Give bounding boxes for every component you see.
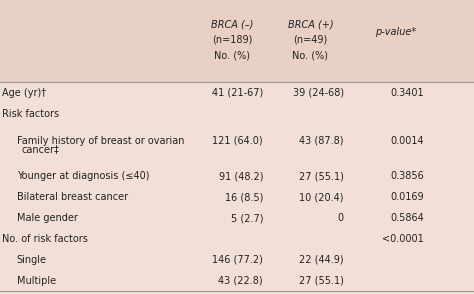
Text: Male gender: Male gender bbox=[17, 213, 77, 223]
Text: Younger at diagnosis (≤40): Younger at diagnosis (≤40) bbox=[17, 171, 149, 181]
Text: Age (yr)†: Age (yr)† bbox=[2, 88, 46, 98]
Text: Multiple: Multiple bbox=[17, 275, 56, 286]
Text: 121 (64.0): 121 (64.0) bbox=[212, 136, 263, 146]
Text: 0: 0 bbox=[337, 213, 344, 223]
Text: 43 (22.8): 43 (22.8) bbox=[219, 275, 263, 286]
Text: No. (%): No. (%) bbox=[214, 51, 250, 61]
Text: 27 (55.1): 27 (55.1) bbox=[299, 171, 344, 181]
Text: 16 (8.5): 16 (8.5) bbox=[225, 192, 263, 202]
Text: p-value*: p-value* bbox=[375, 27, 417, 37]
Text: <0.0001: <0.0001 bbox=[383, 234, 424, 244]
Text: 27 (55.1): 27 (55.1) bbox=[299, 275, 344, 286]
Text: Single: Single bbox=[17, 255, 46, 265]
Text: Risk factors: Risk factors bbox=[2, 108, 60, 119]
Text: 41 (21-67): 41 (21-67) bbox=[212, 88, 263, 98]
Text: 91 (48.2): 91 (48.2) bbox=[219, 171, 263, 181]
Text: Family history of breast or ovarian: Family history of breast or ovarian bbox=[17, 136, 184, 146]
Text: Bilateral breast cancer: Bilateral breast cancer bbox=[17, 192, 128, 202]
Text: BRCA (+): BRCA (+) bbox=[288, 20, 333, 30]
Text: No. of risk factors: No. of risk factors bbox=[2, 234, 88, 244]
Text: 0.0169: 0.0169 bbox=[391, 192, 424, 202]
Text: BRCA (–): BRCA (–) bbox=[211, 20, 254, 30]
Text: 10 (20.4): 10 (20.4) bbox=[299, 192, 344, 202]
Text: No. (%): No. (%) bbox=[292, 51, 328, 61]
Text: 0.3401: 0.3401 bbox=[391, 88, 424, 98]
Text: 146 (77.2): 146 (77.2) bbox=[212, 255, 263, 265]
Text: 0.5864: 0.5864 bbox=[391, 213, 424, 223]
Text: 0.0014: 0.0014 bbox=[391, 136, 424, 146]
Text: 0.3856: 0.3856 bbox=[391, 171, 424, 181]
Text: (n=49): (n=49) bbox=[293, 35, 328, 45]
Text: 22 (44.9): 22 (44.9) bbox=[299, 255, 344, 265]
Text: cancer‡: cancer‡ bbox=[21, 144, 59, 154]
Text: 5 (2.7): 5 (2.7) bbox=[230, 213, 263, 223]
Text: 39 (24-68): 39 (24-68) bbox=[292, 88, 344, 98]
Text: (n=189): (n=189) bbox=[212, 35, 253, 45]
Bar bbox=[0, 0, 474, 82]
Text: 43 (87.8): 43 (87.8) bbox=[299, 136, 344, 146]
